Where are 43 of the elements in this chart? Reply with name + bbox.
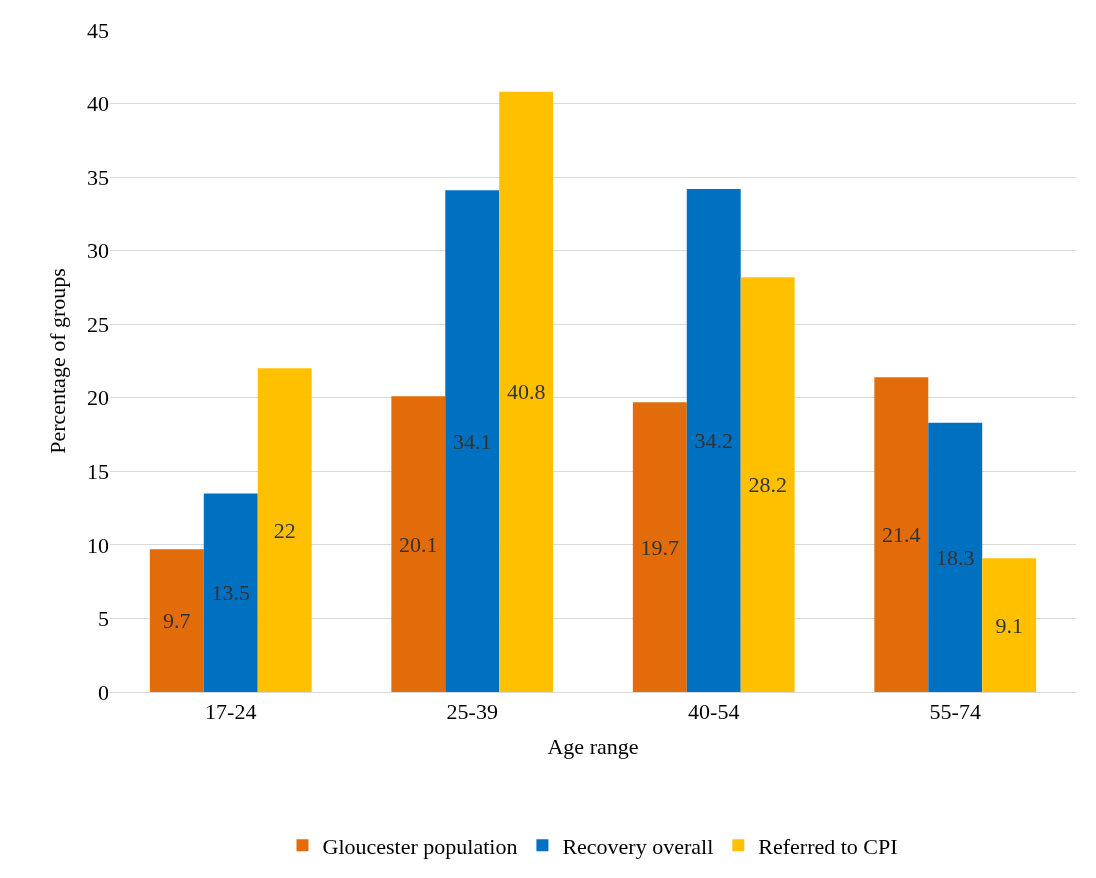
bar (632, 402, 687, 692)
y-tick-label: 40 (87, 91, 109, 117)
bar (686, 188, 741, 692)
bar (982, 558, 1037, 692)
data-label: 13.5 (211, 580, 250, 606)
data-label: 34.2 (694, 427, 733, 453)
legend-label: Recovery overall (562, 833, 714, 859)
legend-label: Referred to CPI (758, 833, 898, 859)
y-tick-label: 5 (98, 606, 109, 632)
y-axis-title: Percentage of groups (44, 268, 70, 454)
data-label: 34.1 (453, 428, 492, 454)
y-tick-label: 45 (87, 17, 109, 43)
bar (499, 91, 554, 692)
y-tick-label: 10 (87, 532, 109, 558)
y-tick-label: 30 (87, 238, 109, 264)
bar (391, 396, 446, 692)
x-tick-label: 55-74 (929, 699, 981, 725)
legend-label: Gloucester population (322, 833, 518, 859)
data-label: 19.7 (640, 534, 680, 560)
y-tick-label: 15 (87, 459, 109, 485)
x-tick-label: 40-54 (688, 699, 740, 725)
x-tick-label: 17-24 (205, 699, 257, 725)
data-label: 18.3 (936, 544, 975, 570)
bar (203, 493, 258, 692)
y-tick-label: 20 (87, 385, 109, 411)
bar (149, 549, 204, 692)
bar (874, 377, 929, 692)
bar (740, 277, 795, 692)
data-label: 40.8 (506, 379, 546, 405)
x-axis-title: Age range (547, 734, 639, 760)
data-label: 28.2 (748, 472, 787, 498)
data-label: 9.7 (163, 608, 191, 634)
data-label: 9.1 (995, 612, 1023, 638)
bar (928, 422, 983, 692)
y-tick-label: 0 (98, 679, 109, 705)
data-label: 20.1 (399, 531, 438, 557)
data-label: 21.4 (882, 522, 921, 548)
bar (445, 190, 500, 692)
data-label: 22 (273, 517, 296, 543)
y-tick-label: 25 (87, 311, 109, 337)
x-tick-label: 25-39 (446, 699, 498, 725)
y-tick-label: 35 (87, 164, 109, 190)
bar (257, 368, 312, 692)
